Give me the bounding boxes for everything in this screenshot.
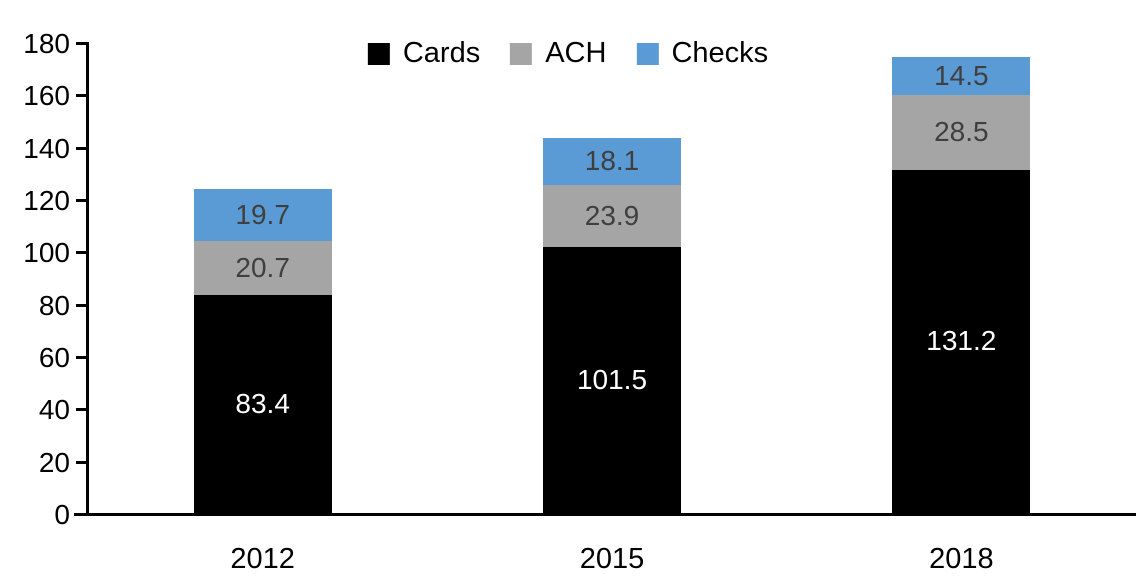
data-label-cards-2018: 131.2 [926, 325, 997, 357]
segment-cards-2012: 83.4 [193, 294, 332, 513]
legend-label-checks: Checks [671, 37, 769, 69]
x-axis-label-2012: 2012 [230, 543, 295, 575]
data-label-checks-2012: 19.7 [235, 198, 290, 230]
y-tick-label-20: 20 [38, 446, 70, 478]
x-axis-label-2018: 2018 [929, 543, 994, 575]
data-label-checks-2015: 18.1 [584, 145, 640, 177]
chart-legend: Cards ACH Checks [367, 37, 768, 69]
bar-2018: 14.5 28.5 131.2 [892, 57, 1031, 513]
y-tick-80 [76, 303, 87, 307]
data-label-checks-2018: 14.5 [934, 60, 989, 92]
y-tick-label-40: 40 [38, 394, 70, 426]
y-tick-100 [76, 251, 87, 255]
y-tick-label-120: 120 [23, 185, 70, 216]
legend-swatch-ach-icon [510, 42, 533, 65]
y-tick-label-100: 100 [23, 237, 70, 269]
segment-checks-2018: 14.5 [892, 57, 1031, 96]
bar-2015: 18.1 23.9 101.5 [543, 137, 681, 513]
legend-swatch-cards-icon [367, 42, 390, 65]
legend-label-cards: Cards [402, 37, 481, 69]
y-tick-140 [76, 146, 87, 150]
y-tick-20 [76, 460, 87, 464]
legend-item-cards: Cards [367, 37, 481, 69]
legend-label-ach: ACH [545, 37, 607, 69]
legend-item-ach: ACH [510, 39, 606, 68]
data-label-ach-2015: 23.9 [584, 200, 640, 232]
segment-ach-2015: 23.9 [543, 184, 681, 248]
y-tick-label-60: 60 [38, 342, 70, 373]
y-tick-label-180: 180 [23, 28, 70, 59]
segment-cards-2018: 131.2 [892, 169, 1031, 513]
y-tick-label-160: 160 [23, 80, 70, 112]
x-axis-label-2015: 2015 [579, 543, 645, 575]
data-label-ach-2012: 20.7 [235, 251, 290, 283]
y-tick-label-140: 140 [23, 132, 70, 164]
x-axis [74, 513, 1136, 516]
y-tick-0 [76, 513, 87, 516]
y-tick-label-0: 0 [54, 499, 70, 530]
bar-2012: 19.7 20.7 83.4 [193, 189, 332, 513]
y-tick-180 [76, 42, 87, 45]
y-tick-60 [76, 356, 87, 359]
y-tick-160 [76, 94, 87, 98]
data-label-cards-2012: 83.4 [235, 387, 290, 419]
segment-checks-2015: 18.1 [543, 137, 681, 185]
legend-item-checks: Checks [636, 39, 768, 68]
segment-checks-2012: 19.7 [193, 189, 332, 241]
y-tick-120 [76, 199, 87, 202]
segment-ach-2018: 28.5 [892, 95, 1031, 170]
y-tick-label-80: 80 [38, 289, 70, 321]
y-axis [86, 42, 89, 516]
data-label-cards-2015: 101.5 [576, 364, 648, 396]
y-tick-40 [76, 408, 87, 412]
segment-ach-2012: 20.7 [193, 240, 332, 295]
data-label-ach-2018: 28.5 [934, 116, 989, 148]
legend-swatch-checks-icon [636, 42, 659, 65]
segment-cards-2015: 101.5 [543, 247, 681, 513]
